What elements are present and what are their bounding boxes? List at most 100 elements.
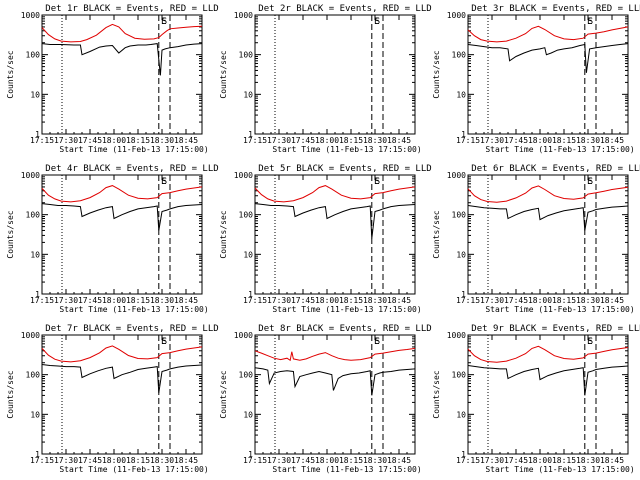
x-tick-label: 18:45 [387, 296, 411, 305]
y-tick-label: 100 [26, 211, 41, 220]
start-marker-label: S [375, 17, 380, 27]
panel-det-6: Det 6r BLACK = Events, RED = LLD 1 10 100 10… [432, 164, 640, 314]
end-marker-label: E [161, 337, 166, 347]
events-line [254, 367, 416, 396]
panel-title: Det 9r BLACK = Events, RED = LLD [471, 324, 640, 334]
panel-title: Det 7r BLACK = Events, RED = LLD [45, 324, 218, 334]
x-tick-label: 17:15 [243, 136, 267, 145]
end-marker-label: E [587, 337, 592, 347]
x-tick-label: 18:15 [126, 456, 150, 465]
x-tick-label: 17:15 [243, 456, 267, 465]
y-axis-label: Counts/sec [6, 50, 15, 98]
lld-line [41, 23, 203, 43]
x-tick-label: 18:15 [339, 296, 363, 305]
x-tick-label: 17:45 [291, 296, 315, 305]
x-tick-label: 18:45 [174, 136, 198, 145]
x-axis-label: Start Time (11-Feb-13 17:15:00) [485, 465, 634, 474]
x-tick-label: 18:00 [315, 136, 339, 145]
x-tick-label: 17:30 [480, 136, 504, 145]
x-tick-label: 18:30 [576, 296, 600, 305]
plot-frame [467, 14, 629, 135]
lld-line [467, 345, 629, 363]
y-tick-label: 10 [243, 90, 253, 99]
end-marker-label: E [161, 17, 166, 27]
start-marker-label: S [162, 177, 167, 187]
panel-det-7: Det 7r BLACK = Events, RED = LLD 1 10 100 10… [6, 324, 219, 474]
lld-line [467, 25, 629, 43]
panel-title: Det 4r BLACK = Events, RED = LLD [45, 164, 218, 174]
events-line [41, 203, 203, 231]
plot-frame [467, 174, 629, 295]
plot-frame [41, 334, 203, 455]
x-tick-label: 17:45 [78, 456, 102, 465]
panel-title: Det 2r BLACK = Events, RED = LLD [258, 4, 431, 14]
y-tick-label: 1 [461, 130, 466, 139]
x-tick-label: 17:15 [456, 296, 480, 305]
panel-det-1: Det 1r BLACK = Events, RED = LLD 1 10 100 10… [6, 4, 219, 154]
y-axis-label: Counts/sec [432, 50, 441, 98]
panel-title: Det 6r BLACK = Events, RED = LLD [471, 164, 640, 174]
x-tick-label: 18:00 [102, 296, 126, 305]
y-tick-label: 100 [26, 371, 41, 380]
y-tick-label: 10 [30, 250, 40, 259]
end-marker-label: E [374, 337, 379, 347]
y-tick-label: 1 [248, 450, 253, 459]
y-axis-label: Counts/sec [6, 210, 15, 258]
panel-title: Det 1r BLACK = Events, RED = LLD [45, 4, 218, 14]
plot-frame [254, 174, 416, 295]
x-tick-label: 18:00 [315, 296, 339, 305]
plot-frame [254, 334, 416, 455]
y-tick-label: 10 [456, 410, 466, 419]
x-tick-label: 18:00 [528, 296, 552, 305]
x-tick-label: 17:15 [243, 296, 267, 305]
panel-det-9: Det 9r BLACK = Events, RED = LLD 1 10 100 10… [432, 324, 640, 474]
x-axis-label: Start Time (11-Feb-13 17:15:00) [272, 145, 421, 154]
x-tick-label: 18:00 [528, 456, 552, 465]
start-marker-label: S [588, 17, 593, 27]
y-tick-label: 100 [26, 51, 41, 60]
end-marker-label: E [161, 177, 166, 187]
panel-det-2: Det 2r BLACK = Events, RED = LLD 1 10 100 10… [219, 4, 432, 154]
y-tick-label: 1 [35, 130, 40, 139]
x-tick-label: 18:15 [552, 136, 576, 145]
y-tick-label: 10 [243, 410, 253, 419]
x-tick-label: 18:30 [363, 136, 387, 145]
x-tick-label: 18:30 [576, 136, 600, 145]
y-tick-label: 1000 [234, 171, 253, 180]
x-tick-label: 18:00 [315, 456, 339, 465]
x-tick-label: 17:15 [30, 136, 54, 145]
plot-frame [41, 174, 203, 295]
y-axis-label: Counts/sec [432, 370, 441, 418]
plot-frame [41, 14, 203, 135]
x-tick-label: 18:30 [150, 296, 174, 305]
y-tick-label: 1000 [21, 11, 40, 20]
x-tick-label: 18:45 [600, 296, 624, 305]
y-tick-label: 1000 [234, 11, 253, 20]
plot-frame [467, 334, 629, 455]
x-tick-label: 18:30 [576, 456, 600, 465]
x-tick-label: 18:45 [174, 296, 198, 305]
panel-title: Det 3r BLACK = Events, RED = LLD [471, 4, 640, 14]
lld-line [254, 185, 416, 203]
y-tick-label: 100 [452, 51, 467, 60]
x-tick-label: 18:15 [126, 136, 150, 145]
start-marker-label: S [162, 17, 167, 27]
x-tick-label: 17:30 [54, 456, 78, 465]
y-tick-label: 10 [243, 250, 253, 259]
y-tick-label: 1000 [447, 171, 466, 180]
x-tick-label: 18:30 [363, 296, 387, 305]
y-tick-label: 1 [461, 450, 466, 459]
end-marker-label: E [587, 17, 592, 27]
x-tick-label: 17:15 [30, 456, 54, 465]
panel-title: Det 8r BLACK = Events, RED = LLD [258, 324, 431, 334]
end-marker-label: E [374, 177, 379, 187]
end-marker-label: E [374, 17, 379, 27]
x-tick-label: 18:15 [126, 296, 150, 305]
x-axis-label: Start Time (11-Feb-13 17:15:00) [59, 145, 208, 154]
y-tick-label: 10 [456, 90, 466, 99]
x-tick-label: 17:45 [291, 136, 315, 145]
y-axis-label: Counts/sec [219, 50, 228, 98]
y-tick-label: 1000 [21, 331, 40, 340]
x-tick-label: 17:15 [456, 136, 480, 145]
x-tick-label: 18:15 [339, 136, 363, 145]
